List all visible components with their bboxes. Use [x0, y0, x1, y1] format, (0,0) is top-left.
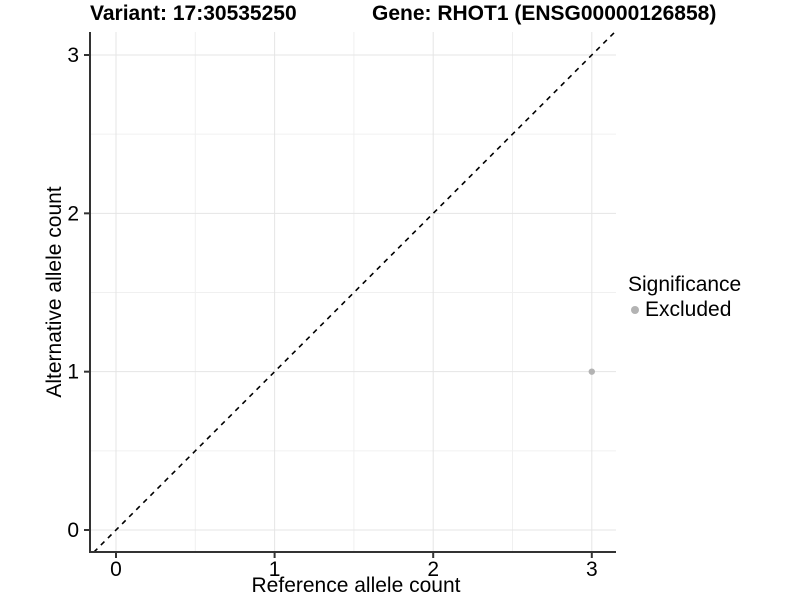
- y-tick-label: 1: [67, 361, 79, 384]
- data-point: [588, 368, 595, 375]
- legend: Significance Excluded: [628, 272, 741, 322]
- y-axis-label: Alternative allele count: [43, 186, 66, 398]
- y-tick-label: 3: [67, 44, 79, 67]
- x-tick-label: 0: [110, 558, 122, 581]
- legend-entry-label: Excluded: [645, 298, 732, 321]
- x-axis-label: Reference allele count: [251, 574, 461, 597]
- excluded-swatch-icon: [631, 305, 639, 314]
- x-tick-label: 1: [269, 558, 281, 581]
- legend-entry-excluded: Excluded: [628, 297, 741, 322]
- y-tick-label: 0: [67, 519, 79, 542]
- y-tick-label: 2: [67, 202, 79, 225]
- variant-title: Variant: 17:30535250: [90, 2, 297, 25]
- identity-dashed-line: [93, 31, 616, 553]
- gene-title: Gene: RHOT1 (ENSG00000126858): [372, 2, 717, 25]
- x-tick-label: 2: [427, 558, 439, 581]
- x-tick-label: 3: [586, 558, 598, 581]
- legend-title: Significance: [628, 273, 742, 296]
